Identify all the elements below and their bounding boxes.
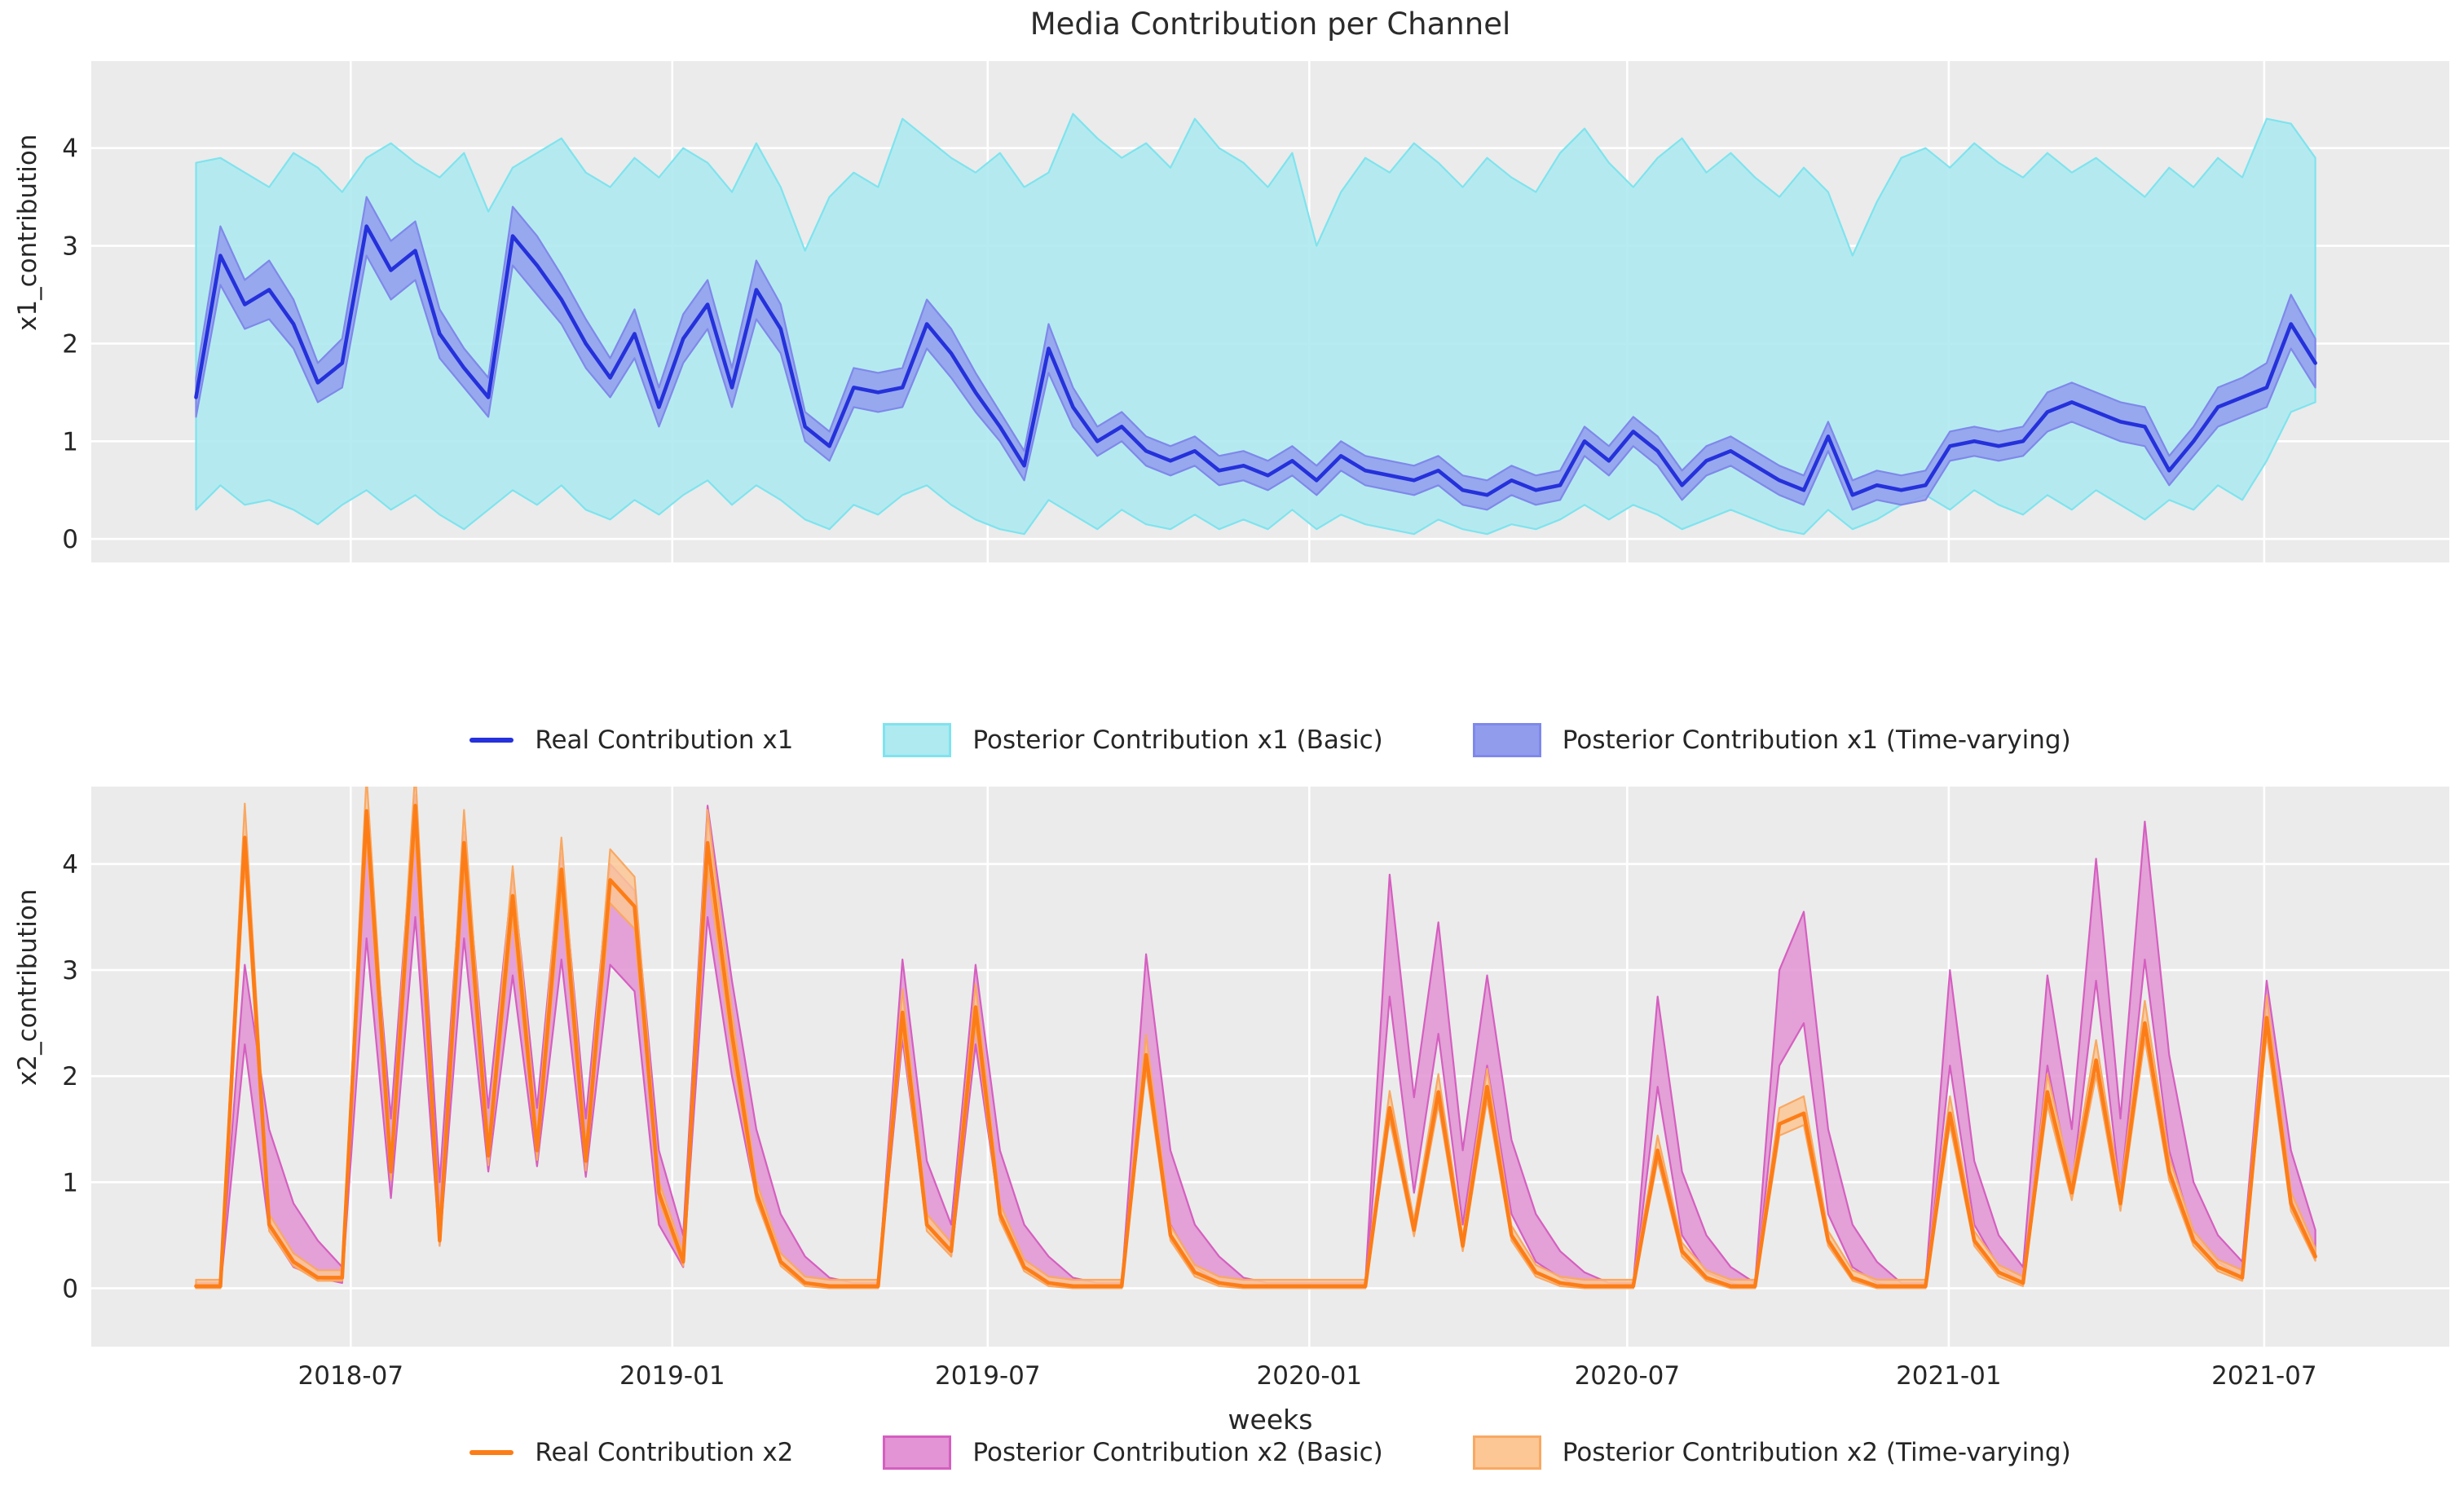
patch-swatch-icon <box>883 1435 952 1470</box>
patch-swatch-icon <box>883 723 952 757</box>
svg-text:2018-07: 2018-07 <box>298 1361 404 1391</box>
legend-item-real-x2: Real Contribution x2 <box>469 1438 793 1467</box>
legend-label: Real Contribution x2 <box>535 1438 794 1467</box>
svg-text:2021-01: 2021-01 <box>1896 1361 2002 1391</box>
x1-contribution-plot: 0 1 2 3 4 <box>62 61 2449 562</box>
svg-text:3: 3 <box>62 956 78 986</box>
x2-y-axis-label: x2_contribution <box>13 889 42 1086</box>
svg-text:0: 0 <box>62 1274 78 1303</box>
legend-item-basic-x1: Posterior Contribution x1 (Basic) <box>883 723 1383 757</box>
x2-legend: Real Contribution x2 Posterior Contribut… <box>91 1428 2449 1477</box>
x2-contribution-plot: 0 1 2 3 4 2018-07 2019-01 2019-07 2020-01 2020-07… <box>62 787 2449 1391</box>
legend-label: Posterior Contribution x1 (Time-varying) <box>1562 725 2071 755</box>
legend-label: Posterior Contribution x2 (Time-varying) <box>1562 1438 2071 1467</box>
svg-text:1: 1 <box>62 1168 78 1197</box>
svg-text:2020-07: 2020-07 <box>1575 1361 1681 1391</box>
line-swatch-icon <box>469 1450 514 1455</box>
x-axis-label: weeks <box>1228 1404 1313 1435</box>
legend-label: Real Contribution x1 <box>535 725 794 755</box>
patch-swatch-icon <box>1472 723 1541 757</box>
legend-item-tv-x2: Posterior Contribution x2 (Time-varying) <box>1472 1435 2071 1470</box>
x1-legend: Real Contribution x1 Posterior Contribut… <box>91 716 2449 765</box>
legend-item-tv-x1: Posterior Contribution x1 (Time-varying) <box>1472 723 2071 757</box>
svg-text:4: 4 <box>62 134 78 164</box>
legend-item-basic-x2: Posterior Contribution x2 (Basic) <box>883 1435 1383 1470</box>
svg-text:3: 3 <box>62 232 78 262</box>
svg-text:4: 4 <box>62 850 78 880</box>
svg-text:2: 2 <box>62 329 78 359</box>
svg-text:2: 2 <box>62 1062 78 1091</box>
legend-item-real-x1: Real Contribution x1 <box>469 725 793 755</box>
patch-swatch-icon <box>1472 1435 1541 1470</box>
line-swatch-icon <box>469 738 514 743</box>
svg-text:2019-01: 2019-01 <box>619 1361 725 1391</box>
svg-text:0: 0 <box>62 525 78 554</box>
x1-y-axis-label: x1_contribution <box>13 134 42 331</box>
chart-title: Media Contribution per Channel <box>1029 7 1511 42</box>
svg-text:1: 1 <box>62 427 78 456</box>
svg-text:2021-07: 2021-07 <box>2211 1361 2317 1391</box>
legend-label: Posterior Contribution x1 (Basic) <box>972 725 1383 755</box>
svg-text:2019-07: 2019-07 <box>935 1361 1041 1391</box>
legend-label: Posterior Contribution x2 (Basic) <box>972 1438 1383 1467</box>
svg-text:2020-01: 2020-01 <box>1257 1361 1363 1391</box>
